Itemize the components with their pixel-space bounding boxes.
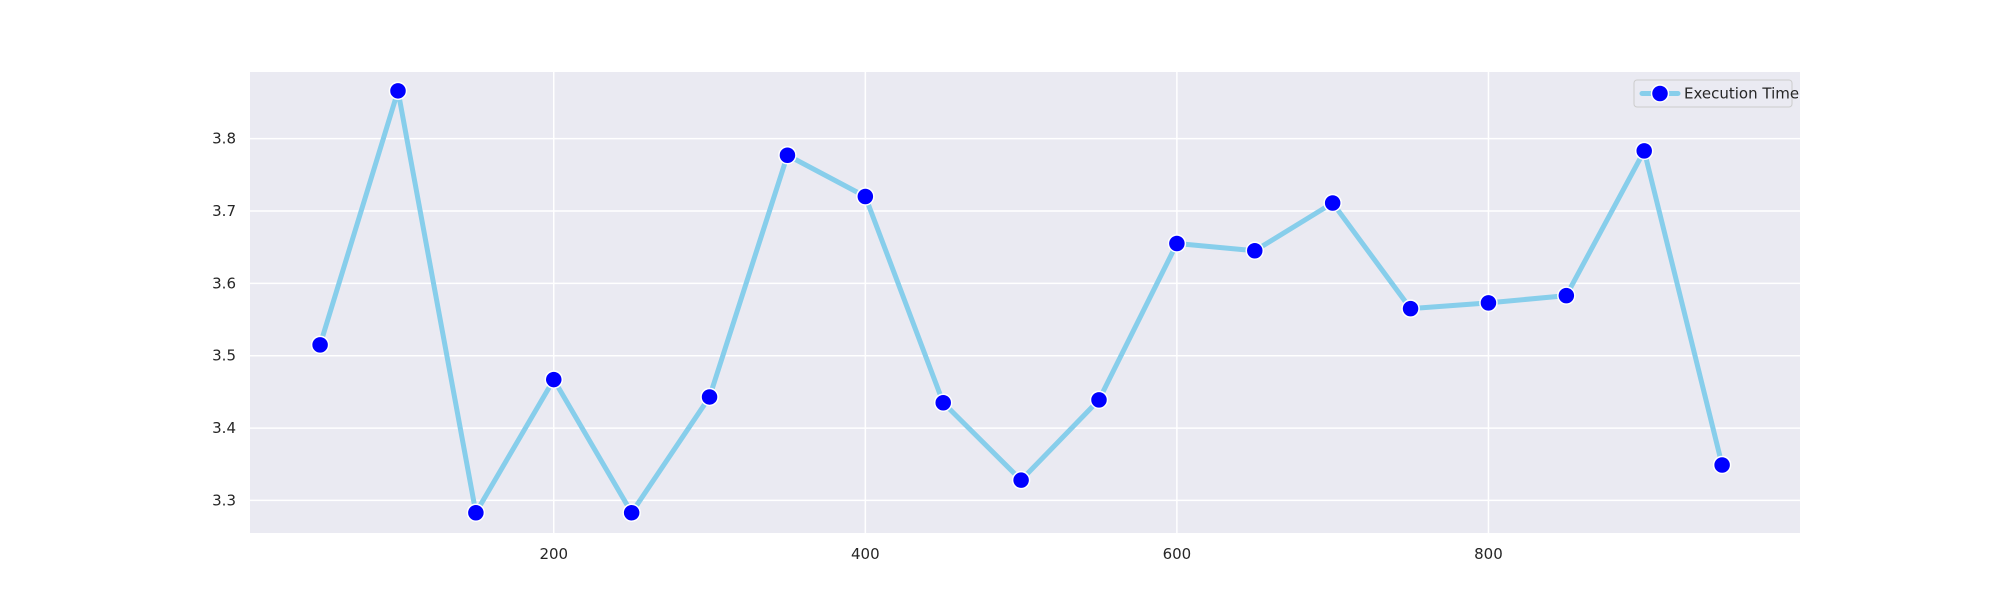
data-point	[1479, 293, 1498, 313]
grid-lines	[250, 72, 1800, 533]
x-tick-label: 800	[1474, 545, 1503, 563]
legend: Execution Time	[1633, 79, 1799, 108]
data-point	[1245, 241, 1265, 261]
data-point	[622, 503, 641, 522]
data-point	[1089, 390, 1109, 410]
data-point	[1167, 234, 1187, 253]
y-tick-label: 3.7	[212, 202, 236, 220]
data-point	[466, 503, 486, 522]
y-tick-label: 3.6	[212, 274, 236, 292]
data-point	[856, 187, 875, 206]
series-layer	[310, 81, 1732, 522]
y-tick-label: 3.4	[212, 419, 236, 437]
tick-labels: 200 400 600 800 3.3 3.4 3.5 3.6 3.7 3.8	[212, 130, 1503, 563]
data-point	[1634, 141, 1654, 161]
data-point	[933, 393, 953, 412]
x-tick-label: 600	[1163, 545, 1192, 563]
legend-marker-swatch	[1650, 84, 1670, 103]
legend-box	[1633, 79, 1793, 108]
data-point	[1323, 193, 1342, 213]
x-tick-label: 200	[539, 545, 568, 563]
data-point	[1712, 455, 1732, 475]
y-tick-label: 3.8	[212, 130, 236, 148]
data-point	[544, 370, 564, 389]
legend-label: Execution Time	[1684, 85, 1799, 103]
x-tick-label: 400	[851, 545, 880, 563]
data-point	[700, 387, 719, 407]
data-point	[778, 145, 797, 165]
data-point	[1011, 470, 1031, 490]
data-point	[1401, 299, 1420, 318]
data-point	[1557, 286, 1576, 305]
data-point	[388, 81, 408, 101]
y-tick-label: 3.3	[212, 491, 236, 509]
data-point	[310, 335, 330, 355]
y-tick-label: 3.5	[212, 347, 236, 365]
